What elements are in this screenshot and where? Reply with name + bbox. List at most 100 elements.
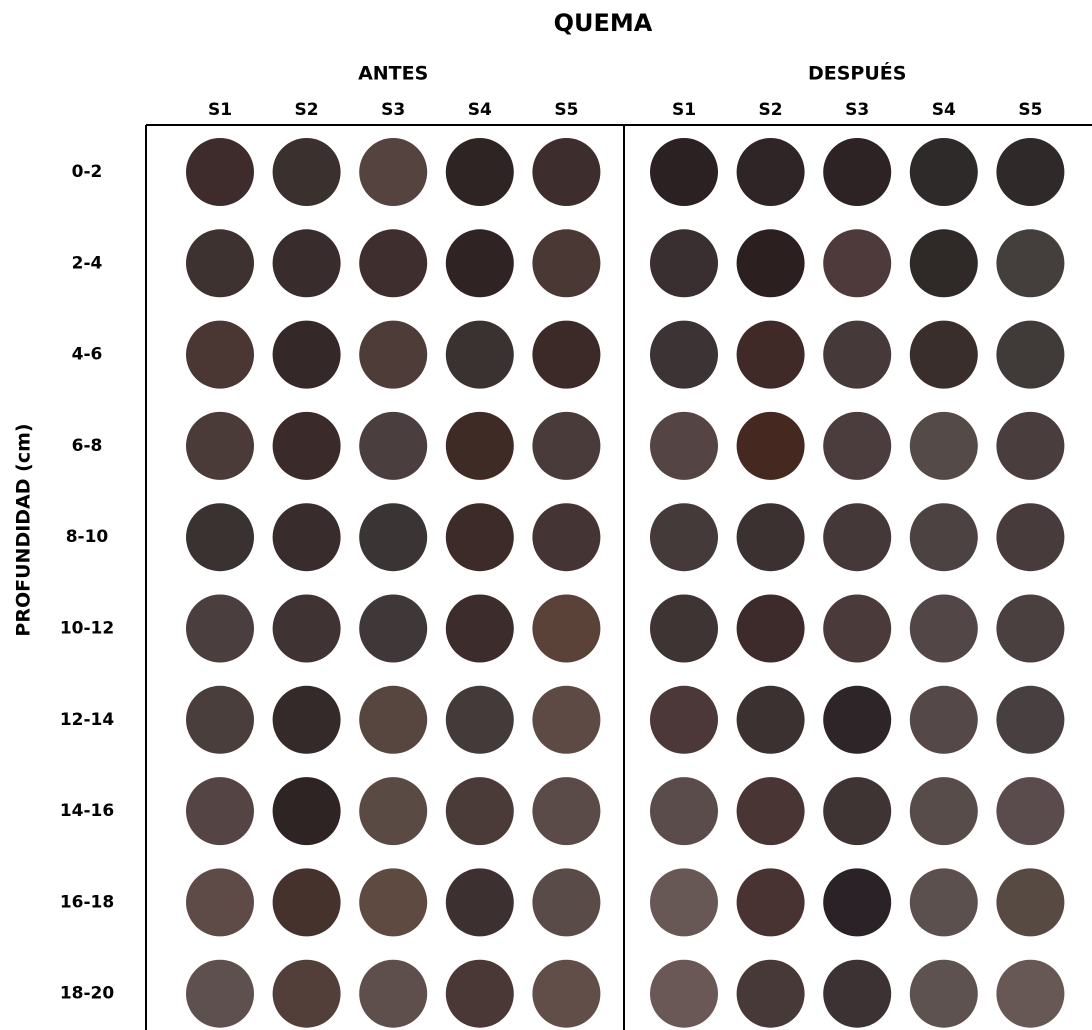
soil-sample bbox=[650, 412, 718, 480]
soil-sample bbox=[910, 412, 978, 480]
column-label: S1 bbox=[208, 100, 232, 120]
soil-sample bbox=[446, 777, 514, 845]
soil-sample bbox=[910, 686, 978, 754]
soil-sample bbox=[823, 595, 891, 663]
soil-sample bbox=[532, 960, 600, 1028]
soil-sample bbox=[186, 686, 254, 754]
soil-sample bbox=[532, 777, 600, 845]
soil-sample bbox=[446, 321, 514, 389]
soil-sample bbox=[359, 868, 427, 936]
soil-sample bbox=[910, 321, 978, 389]
soil-sample bbox=[532, 503, 600, 571]
soil-sample bbox=[650, 960, 718, 1028]
soil-sample bbox=[186, 595, 254, 663]
soil-sample bbox=[359, 229, 427, 297]
soil-sample bbox=[273, 321, 341, 389]
soil-sample bbox=[650, 321, 718, 389]
soil-sample bbox=[446, 412, 514, 480]
soil-sample bbox=[823, 412, 891, 480]
soil-sample bbox=[532, 686, 600, 754]
soil-sample bbox=[996, 321, 1064, 389]
soil-sample bbox=[823, 138, 891, 206]
row-label: 8-10 bbox=[66, 527, 109, 547]
page: QUEMA PROFUNDIDAD (cm) 0-22-44-66-88-101… bbox=[0, 0, 1092, 1030]
panel-label: ANTES bbox=[358, 63, 428, 85]
soil-sample bbox=[273, 503, 341, 571]
soil-sample bbox=[273, 412, 341, 480]
soil-sample bbox=[737, 777, 805, 845]
soil-sample bbox=[737, 412, 805, 480]
soil-sample bbox=[996, 412, 1064, 480]
soil-sample bbox=[823, 960, 891, 1028]
soil-sample bbox=[996, 503, 1064, 571]
soil-sample bbox=[273, 229, 341, 297]
soil-sample bbox=[186, 960, 254, 1028]
row-label: 4-6 bbox=[72, 345, 103, 365]
soil-sample bbox=[737, 229, 805, 297]
soil-sample bbox=[532, 138, 600, 206]
row-label: 2-4 bbox=[72, 253, 103, 273]
row-label: 16-18 bbox=[60, 892, 114, 912]
soil-sample bbox=[737, 960, 805, 1028]
soil-sample bbox=[823, 321, 891, 389]
soil-sample bbox=[910, 960, 978, 1028]
soil-sample bbox=[446, 868, 514, 936]
row-label: 18-20 bbox=[60, 984, 115, 1004]
row-label: 6-8 bbox=[72, 436, 103, 456]
soil-sample bbox=[650, 777, 718, 845]
column-label: S2 bbox=[295, 100, 319, 120]
soil-sample bbox=[186, 229, 254, 297]
soil-sample bbox=[650, 503, 718, 571]
soil-sample bbox=[186, 412, 254, 480]
panel-label: DESPUÉS bbox=[808, 62, 906, 85]
soil-sample bbox=[650, 138, 718, 206]
soil-sample bbox=[823, 686, 891, 754]
soil-sample bbox=[273, 595, 341, 663]
soil-sample bbox=[532, 868, 600, 936]
row-label: 14-16 bbox=[60, 801, 114, 821]
soil-sample bbox=[186, 138, 254, 206]
soil-sample bbox=[996, 868, 1064, 936]
soil-sample bbox=[273, 868, 341, 936]
soil-sample bbox=[186, 503, 254, 571]
row-label: 10-12 bbox=[60, 619, 114, 639]
soil-sample bbox=[996, 686, 1064, 754]
soil-sample bbox=[650, 868, 718, 936]
column-label: S1 bbox=[672, 100, 696, 120]
soil-sample bbox=[359, 960, 427, 1028]
soil-sample bbox=[996, 229, 1064, 297]
soil-sample bbox=[910, 229, 978, 297]
soil-sample bbox=[996, 138, 1064, 206]
soil-sample bbox=[359, 777, 427, 845]
soil-sample bbox=[650, 595, 718, 663]
soil-sample bbox=[910, 868, 978, 936]
figure-title: QUEMA bbox=[554, 9, 653, 37]
soil-sample bbox=[359, 686, 427, 754]
figure: QUEMA PROFUNDIDAD (cm) 0-22-44-66-88-101… bbox=[0, 0, 1092, 1030]
soil-sample bbox=[910, 503, 978, 571]
soil-sample bbox=[823, 868, 891, 936]
column-label: S4 bbox=[468, 100, 492, 120]
column-label: S2 bbox=[759, 100, 783, 120]
soil-sample bbox=[273, 686, 341, 754]
soil-sample bbox=[650, 229, 718, 297]
column-label: S5 bbox=[554, 100, 578, 120]
row-label: 0-2 bbox=[72, 162, 103, 182]
soil-sample bbox=[446, 595, 514, 663]
column-label: S3 bbox=[381, 100, 405, 120]
soil-sample bbox=[823, 229, 891, 297]
soil-sample bbox=[996, 595, 1064, 663]
soil-sample bbox=[823, 777, 891, 845]
soil-sample bbox=[446, 686, 514, 754]
soil-sample bbox=[359, 412, 427, 480]
soil-sample bbox=[532, 595, 600, 663]
soil-sample bbox=[996, 777, 1064, 845]
soil-sample bbox=[737, 503, 805, 571]
soil-sample bbox=[650, 686, 718, 754]
column-label: S5 bbox=[1018, 100, 1042, 120]
soil-sample bbox=[823, 503, 891, 571]
soil-sample bbox=[446, 138, 514, 206]
soil-sample bbox=[359, 321, 427, 389]
soil-sample bbox=[996, 960, 1064, 1028]
soil-sample bbox=[910, 138, 978, 206]
